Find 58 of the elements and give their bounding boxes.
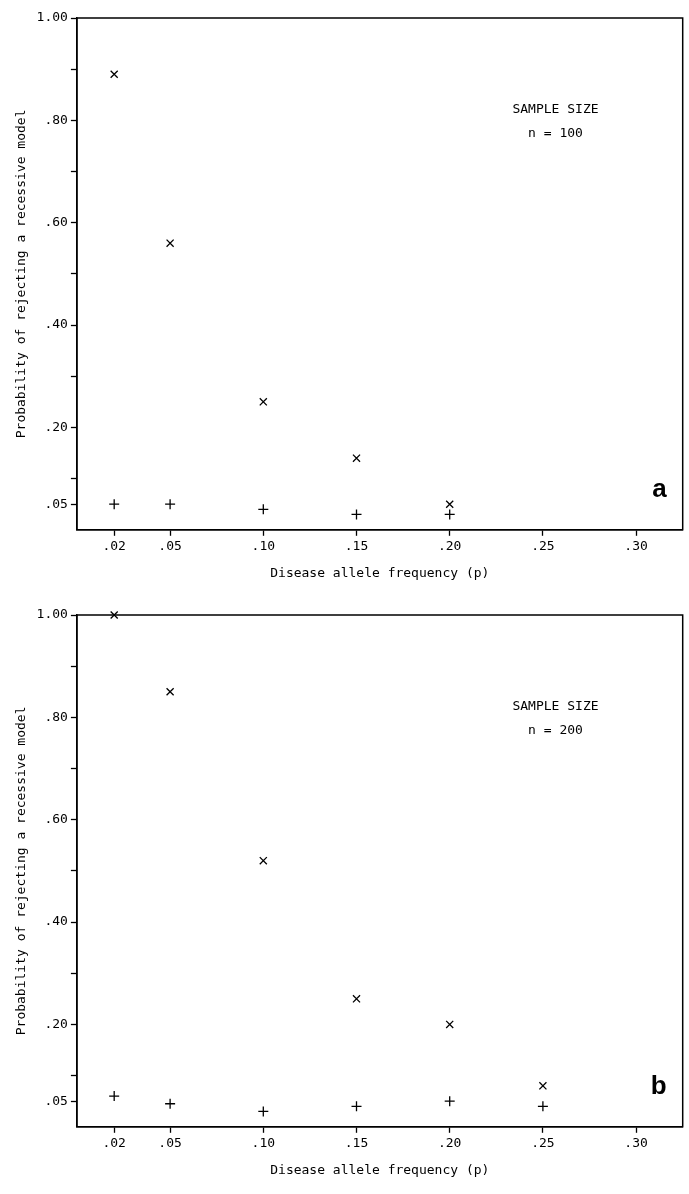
y-tick-label: 1.00 <box>36 606 68 622</box>
y-tick-label: .60 <box>44 214 68 230</box>
x-tick-label: .10 <box>251 1134 276 1150</box>
annotation: SAMPLE SIZE <box>512 698 599 714</box>
y-tick-label: .05 <box>44 495 68 511</box>
x-tick-label: .25 <box>531 1134 555 1150</box>
x-tick-label: .15 <box>344 1134 369 1150</box>
y-tick-label: .40 <box>44 913 68 929</box>
point <box>108 1090 120 1102</box>
annotation: a <box>652 472 668 503</box>
x-tick-label: .02 <box>102 537 126 553</box>
point <box>350 1100 363 1112</box>
point <box>350 508 363 521</box>
y-tick-label: .40 <box>44 316 68 332</box>
point <box>110 70 119 79</box>
point <box>352 453 361 463</box>
point <box>444 508 456 521</box>
annotation: n = 100 <box>528 125 583 141</box>
point <box>352 994 361 1004</box>
point <box>164 498 176 510</box>
y-axis-title: Probability of rejecting a recessive model <box>13 109 29 439</box>
y-tick-label: .20 <box>44 1015 68 1031</box>
x-tick-label: .20 <box>437 537 462 553</box>
point <box>259 856 268 865</box>
point <box>445 1020 454 1029</box>
y-tick-label: 1.00 <box>36 9 68 25</box>
x-tick-label: .25 <box>531 537 555 553</box>
annotation: b <box>650 1069 667 1100</box>
point <box>444 1095 456 1107</box>
point <box>164 1098 176 1110</box>
point <box>108 498 120 510</box>
x-tick-label: .15 <box>344 537 369 553</box>
x-tick-label: .30 <box>624 1134 648 1150</box>
point <box>538 1081 548 1091</box>
point <box>445 500 454 509</box>
x-axis-title: Disease allele frequency (p) <box>270 564 490 580</box>
annotation: n = 200 <box>528 722 583 738</box>
point <box>537 1100 549 1112</box>
point <box>165 687 175 696</box>
x-tick-label: .20 <box>437 1134 462 1150</box>
point <box>257 503 269 515</box>
point <box>259 397 268 407</box>
y-tick-label: .80 <box>44 708 68 724</box>
y-tick-label: .60 <box>44 811 68 827</box>
y-tick-label: .20 <box>44 418 68 434</box>
y-tick-label: .05 <box>44 1092 68 1108</box>
point <box>110 610 119 620</box>
x-tick-label: .02 <box>102 1134 126 1150</box>
x-tick-label: .05 <box>158 537 182 553</box>
y-tick-label: .80 <box>44 111 68 127</box>
x-tick-label: .10 <box>251 537 276 553</box>
point <box>165 239 175 248</box>
x-tick-label: .05 <box>158 1134 182 1150</box>
y-axis-title: Probability of rejecting a recessive model <box>13 706 29 1036</box>
x-tick-label: .30 <box>624 537 648 553</box>
point <box>257 1105 269 1118</box>
x-axis-title: Disease allele frequency (p) <box>270 1161 490 1177</box>
annotation: SAMPLE SIZE <box>512 101 599 117</box>
